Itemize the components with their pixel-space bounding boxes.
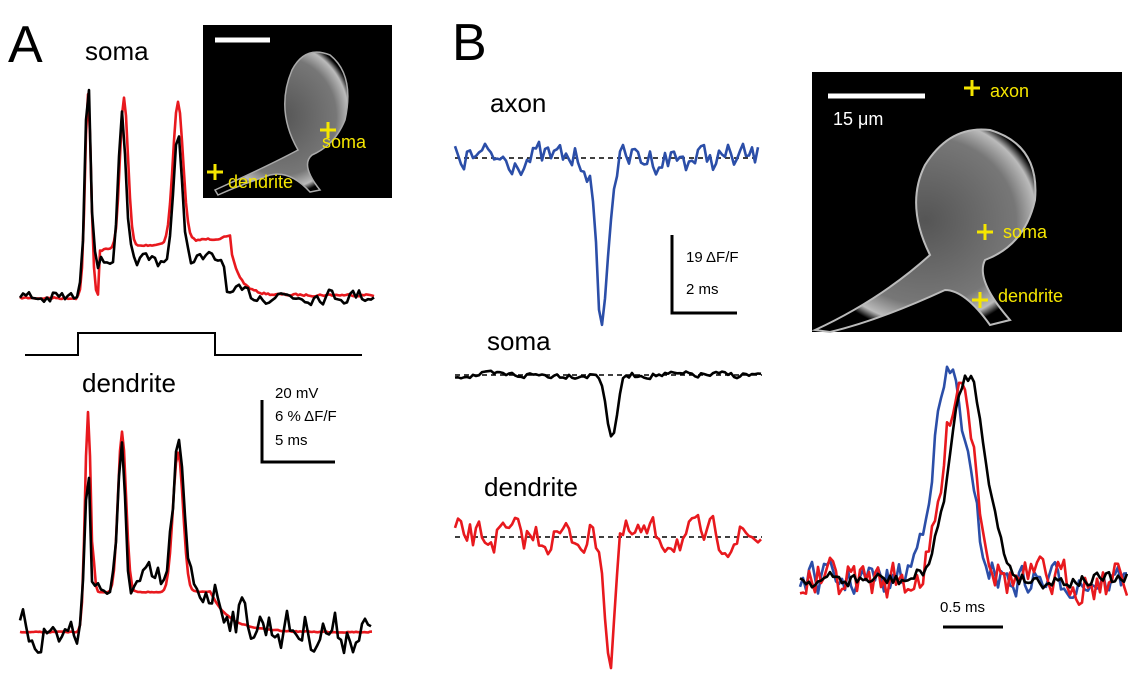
scale-bar [670, 235, 737, 315]
scale-label: 20 mV [275, 385, 318, 402]
scale-label: 6 % ΔF/F [275, 408, 337, 425]
trace [454, 369, 762, 438]
cross-marks [964, 80, 993, 308]
stimulus-step [25, 332, 362, 356]
traces [18, 88, 1128, 670]
trace-title: axon [490, 88, 546, 118]
image-label: soma [1003, 222, 1048, 242]
cross-marks [207, 122, 336, 180]
scale-label: 15 μm [833, 109, 883, 129]
trace [453, 140, 760, 327]
cell [213, 51, 349, 196]
cell [811, 128, 1037, 334]
trace [799, 374, 1128, 590]
panel-label: A [8, 16, 43, 74]
scale-label: 5 ms [275, 432, 308, 449]
image-label: soma [322, 132, 367, 152]
trace [18, 438, 372, 655]
scale-bar [260, 400, 335, 464]
trace-title: dendrite [82, 368, 176, 398]
trace-title: soma [85, 36, 149, 66]
trace [19, 410, 373, 634]
panel-label: B [452, 14, 487, 72]
image-label: dendrite [228, 172, 293, 192]
scale-label: 2 ms [686, 281, 719, 298]
trace-title: dendrite [484, 472, 578, 502]
trace [453, 513, 762, 670]
image-label: axon [990, 81, 1029, 101]
scale-label: 0.5 ms [940, 599, 985, 616]
scale-label: 19 ΔF/F [686, 249, 739, 266]
trace-title: soma [487, 326, 551, 356]
trace [18, 88, 375, 307]
image-label: dendrite [998, 286, 1063, 306]
trace [798, 365, 1128, 599]
